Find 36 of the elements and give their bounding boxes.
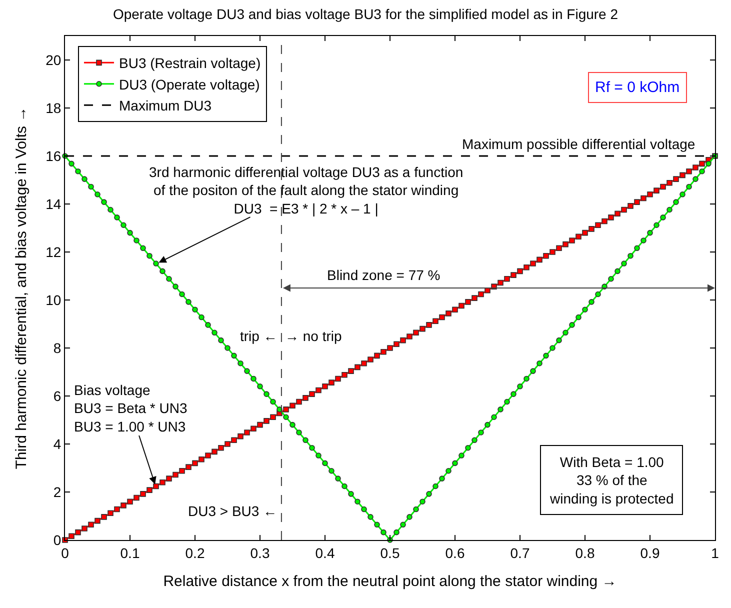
x-tick-label: 0.5 [380, 544, 400, 561]
y-tick-label: 12 [46, 244, 62, 260]
y-tick-label: 10 [46, 292, 62, 308]
chart-title: Operate voltage DU3 and bias voltage BU3 for the simplified model as in Figure 2 [112, 6, 618, 22]
annotation: DU3 > BU3 ← [188, 503, 278, 519]
annotation: Rf = 0 kOhm [595, 79, 680, 96]
annotation: trip ← [240, 328, 278, 344]
x-axis-title: Relative distance x from the neutral point along the stator winding → [163, 572, 617, 590]
y-tick-label: 2 [53, 484, 62, 500]
annotation: Bias voltage BU3 = Beta * UN3 BU3 = 1.00 * UN3 [74, 382, 188, 434]
legend-label: Maximum DU3 [119, 98, 212, 114]
y-tick-label: 4 [53, 436, 62, 452]
x-tick-label: 0.2 [185, 544, 205, 561]
y-axis-title: Third harmonic differential, and bias voltage in Volts → [12, 106, 30, 470]
annotation: With Beta = 1.00 33 % of the winding is protected [549, 454, 674, 506]
x-tick-label: 0.6 [445, 544, 465, 561]
legend-label: DU3 (Operate voltage) [119, 76, 260, 92]
y-tick-label: 18 [46, 100, 62, 116]
annotation: → no trip [285, 328, 342, 344]
annotation: Maximum possible differential voltage [462, 136, 696, 152]
x-tick-label: 0.3 [250, 544, 270, 561]
y-tick-label: 6 [53, 388, 62, 404]
y-tick-label: 0 [53, 532, 62, 548]
x-tick-label: 1 [711, 544, 720, 561]
x-tick-label: 0.8 [575, 544, 595, 561]
y-tick-label: 8 [53, 340, 62, 356]
annotation: Blind zone = 77 % [327, 267, 440, 283]
annotation: 3rd harmonic differential voltage DU3 as a function of the positon of the fault along the stator winding DU3 = E3 * | 2 * x – 1 | [149, 164, 464, 216]
y-tick-label: 14 [46, 196, 62, 212]
x-tick-label: 0.9 [640, 544, 660, 561]
y-tick-label: 20 [46, 52, 62, 68]
x-tick-label: 0.7 [510, 544, 530, 561]
x-tick-label: 0.1 [120, 544, 140, 561]
y-tick-label: 16 [46, 148, 62, 164]
legend-label: BU3 (Restrain voltage) [119, 55, 261, 72]
x-tick-label: 0.4 [315, 544, 335, 561]
